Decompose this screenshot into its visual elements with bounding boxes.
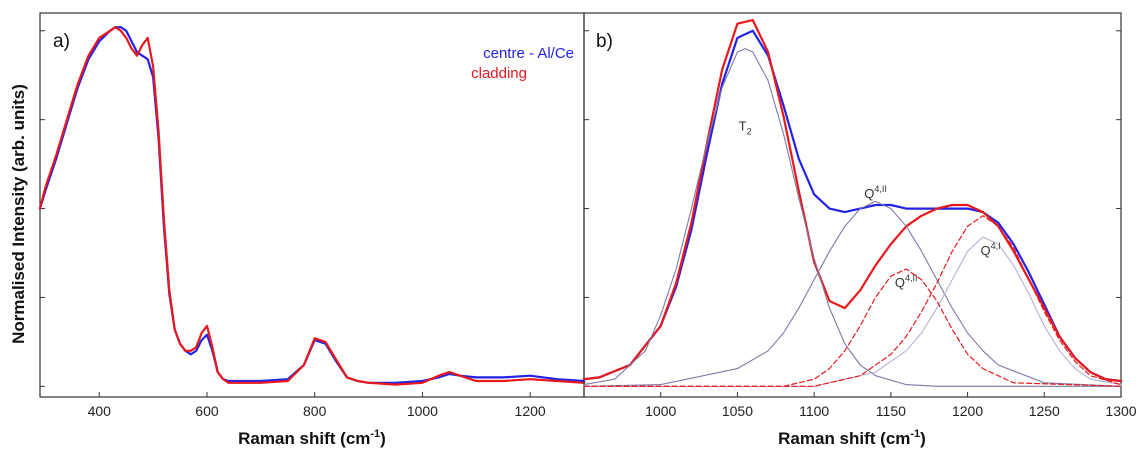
- legend-entry-centre: centre - Al/Ce: [483, 45, 574, 62]
- x-tick-label: 1000: [407, 403, 438, 419]
- series-line-cladding: [582, 19, 1123, 383]
- peak-annotation: Q4,II: [864, 184, 887, 201]
- panel-b-x-axis-title: Raman shift (cm-1): [778, 428, 926, 448]
- peak-annotation: T2: [739, 118, 752, 136]
- y-axis-title: Normalised Intensity (arb. units): [9, 84, 28, 344]
- x-tick-label: 1250: [1029, 403, 1060, 419]
- x-tick-label: 1200: [515, 403, 546, 419]
- panel-b-frame: [583, 12, 1122, 398]
- x-tick-label: 1050: [722, 403, 753, 419]
- panel-b: 1000 1050 1100 1150 1200 1250 1300 T2 Q4,II Q4,I…: [582, 12, 1137, 448]
- x-tick-label: 800: [303, 403, 327, 419]
- series-line-cladding: [38, 26, 586, 386]
- series-line-component-2: [583, 48, 1122, 387]
- x-tick-label: 1150: [876, 403, 906, 419]
- series-line-component-6: [583, 215, 1122, 387]
- panel-b-annotations: T2 Q4,II Q4,II Q4,I: [739, 118, 1001, 289]
- x-tick-label: 1000: [645, 403, 676, 419]
- panel-b-series: [582, 19, 1123, 387]
- peak-annotation: Q4,II: [895, 273, 918, 290]
- x-tick-label: 1200: [952, 403, 983, 419]
- panel-a-label: a): [53, 31, 70, 52]
- series-line-component-4: [583, 236, 1122, 387]
- x-tick-label: 600: [195, 403, 219, 419]
- series-line-component-3: [583, 200, 1122, 387]
- peak-annotation: Q4,I: [981, 241, 1001, 258]
- series-line-component-5: [583, 268, 1122, 387]
- series-line-centre-al-ce: [582, 29, 1123, 383]
- panel-a: 400 600 800 1000 1200 a) centre - Al/Ce clad…: [38, 12, 586, 448]
- x-tick-label: 400: [88, 403, 112, 419]
- x-tick-label: 1100: [799, 403, 829, 419]
- x-tick-label: 1300: [1105, 403, 1136, 419]
- panel-a-ticks: 400 600 800 1000 1200: [40, 30, 546, 419]
- panel-a-x-axis-title: Raman shift (cm-1): [238, 428, 386, 448]
- legend-entry-cladding: cladding: [471, 65, 527, 82]
- panel-b-label: b): [596, 31, 613, 52]
- panel-a-series: [38, 26, 586, 386]
- panel-b-ticks: 1000 1050 1100 1150 1200 1250 1300: [584, 30, 1137, 419]
